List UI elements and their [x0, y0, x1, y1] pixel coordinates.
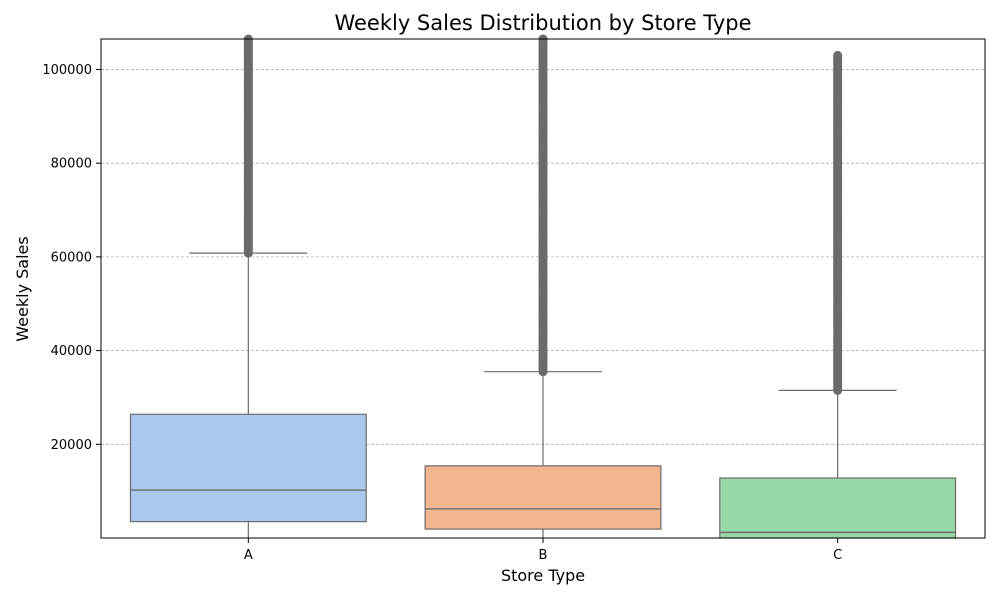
x-axis-ticks: A B C [244, 538, 842, 563]
box-iqr [719, 477, 957, 539]
box-group-c [719, 50, 957, 539]
y-axis-label: Weekly Sales [13, 236, 32, 341]
boxes-layer [129, 34, 957, 539]
y-tick-label: 20000 [51, 438, 92, 453]
y-tick-label: 40000 [51, 344, 92, 359]
x-tick-label: C [833, 548, 842, 563]
chart-title: Weekly Sales Distribution by Store Type [334, 11, 751, 35]
y-tick-label: 60000 [51, 250, 92, 265]
outlier-point [833, 50, 843, 60]
x-axis-label: Store Type [501, 566, 585, 585]
y-axis-ticks: 20000 40000 60000 80000 100000 [42, 63, 101, 453]
box-iqr [129, 413, 367, 523]
box-iqr [424, 465, 662, 530]
x-tick-label: B [539, 548, 548, 563]
box-group-a [129, 34, 367, 538]
outlier-points [538, 34, 548, 377]
x-tick-label: A [244, 548, 253, 563]
y-tick-label: 80000 [51, 157, 92, 172]
outlier-points [833, 50, 843, 395]
box-group-b [424, 34, 662, 538]
outlier-points [243, 34, 253, 258]
y-tick-label: 100000 [42, 63, 92, 78]
